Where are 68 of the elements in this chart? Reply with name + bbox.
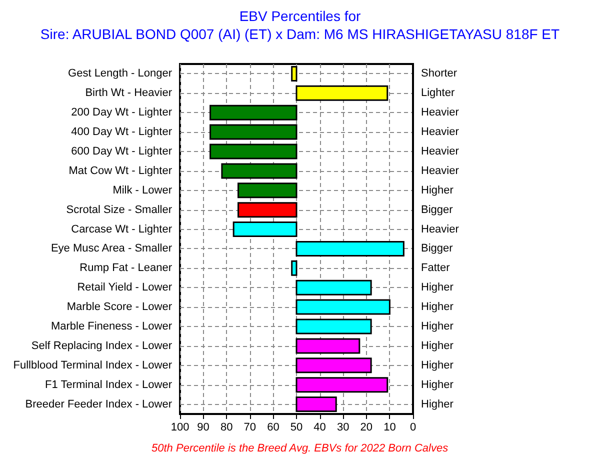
y-tick-label: Carcase Wt - Lighter — [71, 223, 172, 236]
y-tick-label: Marble Fineness - Lower — [50, 320, 172, 332]
y-tick-label: Rump Fat - Leaner — [80, 262, 172, 274]
y-tick-label: Breeder Feeder Index - Lower — [25, 398, 172, 410]
bar — [238, 202, 298, 218]
y2-tick-label: Bigger — [421, 242, 454, 255]
bar — [296, 396, 337, 412]
x-tick-label: 50 — [290, 422, 303, 434]
x-tick-label: 80 — [220, 422, 233, 434]
y-tick-label: Mat Cow Wt - Lighter — [68, 164, 172, 177]
y-tick-label: 600 Day Wt - Lighter — [71, 146, 172, 158]
y-tick-label: Retail Yield - Lower — [77, 282, 172, 294]
y-tick-label: Birth Wt - Heavier — [85, 87, 172, 100]
y-tick-label: Milk - Lower — [112, 184, 172, 196]
y-tick-label: 400 Day Wt - Lighter — [71, 126, 172, 138]
y-tick-label: Self Replacing Index - Lower — [31, 340, 172, 352]
y2-tick-label: Higher — [421, 340, 454, 352]
chart-subtitle: Sire: ARUBIAL BOND Q007 (AI) (ET) x Dam: M6 MS HIRASHIGETAYASU 818F ET — [40, 26, 560, 42]
bar — [291, 66, 298, 82]
x-tick-label: 70 — [244, 422, 256, 434]
y2-tick-label: Heavier — [421, 146, 460, 158]
bar — [221, 163, 298, 179]
y-tick-label: Marble Score - Lower — [66, 301, 172, 314]
bar — [232, 222, 298, 238]
bar — [296, 377, 388, 393]
y2-tick-label: Higher — [421, 301, 454, 314]
y2-tick-label: Higher — [421, 184, 454, 196]
x-tick-label: 40 — [314, 422, 326, 434]
y-tick-label: Scrotal Size - Smaller — [66, 204, 172, 216]
bar — [296, 280, 372, 296]
x-tick-label: 10 — [384, 422, 396, 434]
bar — [291, 260, 298, 276]
y2-tick-label: Higher — [421, 398, 454, 410]
bar — [296, 240, 404, 256]
bar — [296, 318, 372, 334]
y2-tick-label: Heavier — [421, 106, 460, 119]
bar — [296, 299, 390, 315]
bar — [238, 182, 298, 198]
y-tick-label: Eye Musc Area - Smaller — [50, 242, 172, 255]
bar — [296, 358, 372, 374]
x-tick-label: 60 — [267, 422, 280, 434]
text: 50th Percentile is the Breed Avg. EBVs for 2022 Born Calves — [152, 442, 449, 454]
x-tick-label: 30 — [336, 422, 350, 434]
y2-tick-label: Shorter — [421, 68, 458, 80]
y2-tick-label: Higher — [421, 320, 454, 332]
bar — [210, 144, 298, 160]
y2-tick-label: Heavier — [421, 164, 460, 177]
y2-tick-label: Higher — [421, 378, 454, 391]
chart-title: EBV Percentiles for — [239, 8, 362, 24]
y-tick-label: Gest Length - Longer — [68, 68, 172, 80]
y-tick-label: F1 Terminal Index - Lower — [45, 378, 172, 391]
x-tick-label: 90 — [197, 422, 210, 434]
y2-tick-label: Fatter — [421, 262, 450, 274]
x-tick-label: 100 — [170, 422, 190, 434]
bar — [296, 338, 360, 354]
y2-tick-label: Higher — [421, 282, 454, 294]
bar — [296, 85, 388, 101]
y2-tick-label: Bigger — [421, 204, 454, 216]
y2-tick-label: Heavier — [421, 223, 460, 236]
y-tick-label: 200 Day Wt - Lighter — [71, 106, 172, 119]
bar — [210, 124, 298, 140]
bar — [210, 104, 298, 120]
y2-tick-label: Heavier — [421, 126, 460, 138]
x-tick-label: 20 — [360, 422, 373, 434]
y2-tick-label: Lighter — [421, 87, 455, 100]
y-tick-label: Fullblood Terminal Index - Lower — [13, 359, 172, 372]
x-tick-label: 0 — [410, 422, 416, 434]
y2-tick-label: Higher — [421, 359, 454, 372]
